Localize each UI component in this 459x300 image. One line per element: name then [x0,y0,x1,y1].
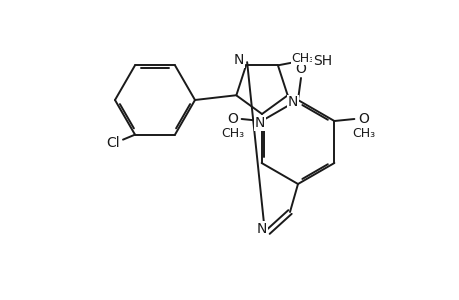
Text: O: O [295,62,306,76]
Text: N: N [234,53,244,67]
Text: N: N [254,116,264,130]
Text: Cl: Cl [106,136,119,150]
Text: CH₃: CH₃ [291,52,314,64]
Text: N: N [256,222,267,236]
Text: O: O [227,112,238,126]
Text: O: O [357,112,368,126]
Text: N: N [287,95,297,109]
Text: CH₃: CH₃ [221,127,244,140]
Text: SH: SH [312,54,331,68]
Text: CH₃: CH₃ [351,127,374,140]
